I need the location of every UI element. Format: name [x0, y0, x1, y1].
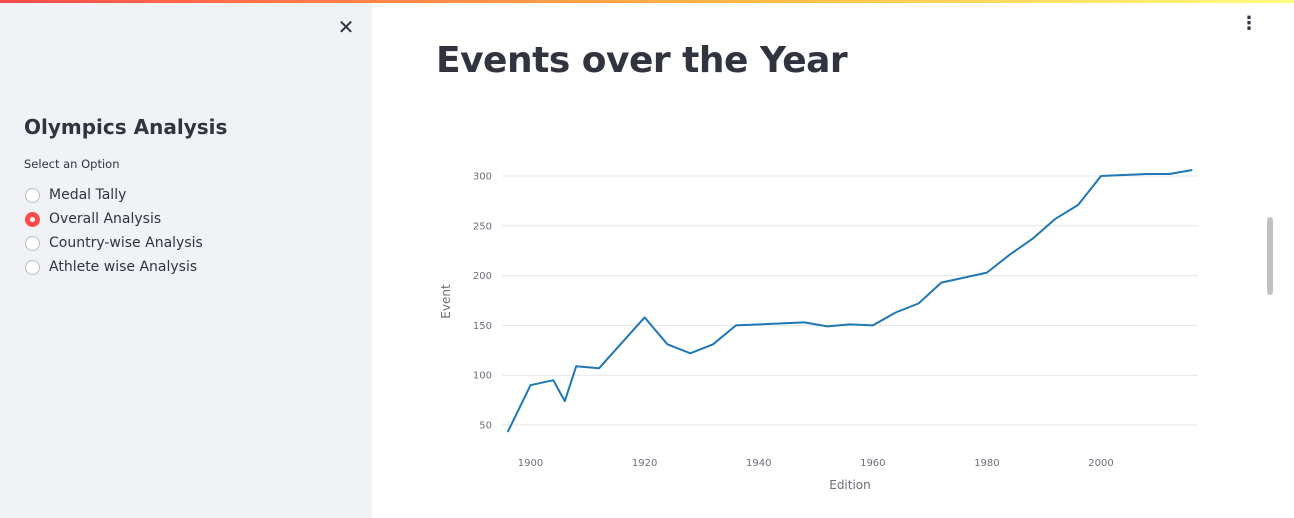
header-decoration-bar [0, 0, 1294, 3]
y-tick-label: 300 [473, 171, 492, 182]
y-tick-label: 100 [473, 371, 492, 382]
sidebar-title: Olympics Analysis [24, 115, 228, 139]
page-scrollbar[interactable] [1264, 3, 1278, 518]
x-tick-label: 1960 [860, 458, 885, 469]
radio-option-label: Medal Tally [49, 187, 127, 203]
close-sidebar-button[interactable]: ✕ [336, 17, 356, 37]
x-axis-ticks: 1900 1920 1940 1960 1980 2000 [518, 458, 1114, 469]
radio-option-country-wise-analysis[interactable]: Country-wise Analysis [25, 231, 203, 255]
chart-gridlines [502, 175, 1198, 426]
kebab-menu-icon: ⋮ [1240, 13, 1258, 34]
radio-group-label: Select an Option [24, 157, 120, 171]
radio-button[interactable] [25, 259, 40, 275]
events-line-chart: 50 100 150 200 250 300 1900 1920 1940 1960 1980 20… [430, 150, 1220, 500]
y-axis-ticks: 50 100 150 200 250 300 [473, 171, 492, 431]
radio-button[interactable] [25, 187, 40, 203]
close-icon: ✕ [337, 15, 355, 39]
radio-option-athlete-wise-analysis[interactable]: Athlete wise Analysis [25, 255, 203, 279]
radio-button-selected[interactable] [25, 211, 40, 227]
chart-svg: 50 100 150 200 250 300 1900 1920 1940 1960 1980 20… [439, 169, 1198, 492]
x-tick-label: 1920 [632, 458, 657, 469]
scrollbar-thumb[interactable] [1267, 217, 1273, 295]
radio-button[interactable] [25, 235, 40, 251]
radio-option-medal-tally[interactable]: Medal Tally [25, 183, 203, 207]
y-tick-label: 250 [473, 221, 492, 232]
sidebar: ✕ Olympics Analysis Select an Option Med… [0, 3, 372, 518]
x-tick-label: 1940 [746, 458, 771, 469]
x-tick-label: 1980 [974, 458, 999, 469]
radio-group: Medal Tally Overall Analysis Country-wis… [25, 183, 203, 279]
x-tick-label: 2000 [1088, 458, 1113, 469]
y-tick-label: 50 [479, 421, 492, 432]
chart-series [506, 169, 1193, 433]
y-tick-label: 200 [473, 271, 492, 282]
radio-option-label: Athlete wise Analysis [49, 259, 198, 275]
x-tick-label: 1900 [518, 458, 543, 469]
radio-option-overall-analysis[interactable]: Overall Analysis [25, 207, 203, 231]
y-tick-label: 150 [473, 321, 492, 332]
radio-option-label: Overall Analysis [49, 211, 162, 227]
radio-option-label: Country-wise Analysis [49, 235, 203, 251]
page-title: Events over the Year [436, 40, 848, 81]
main-menu-button[interactable]: ⋮ [1240, 13, 1258, 34]
y-axis-title: Event [439, 284, 453, 319]
series-line [506, 169, 1193, 433]
x-axis-title: Edition [829, 478, 871, 492]
